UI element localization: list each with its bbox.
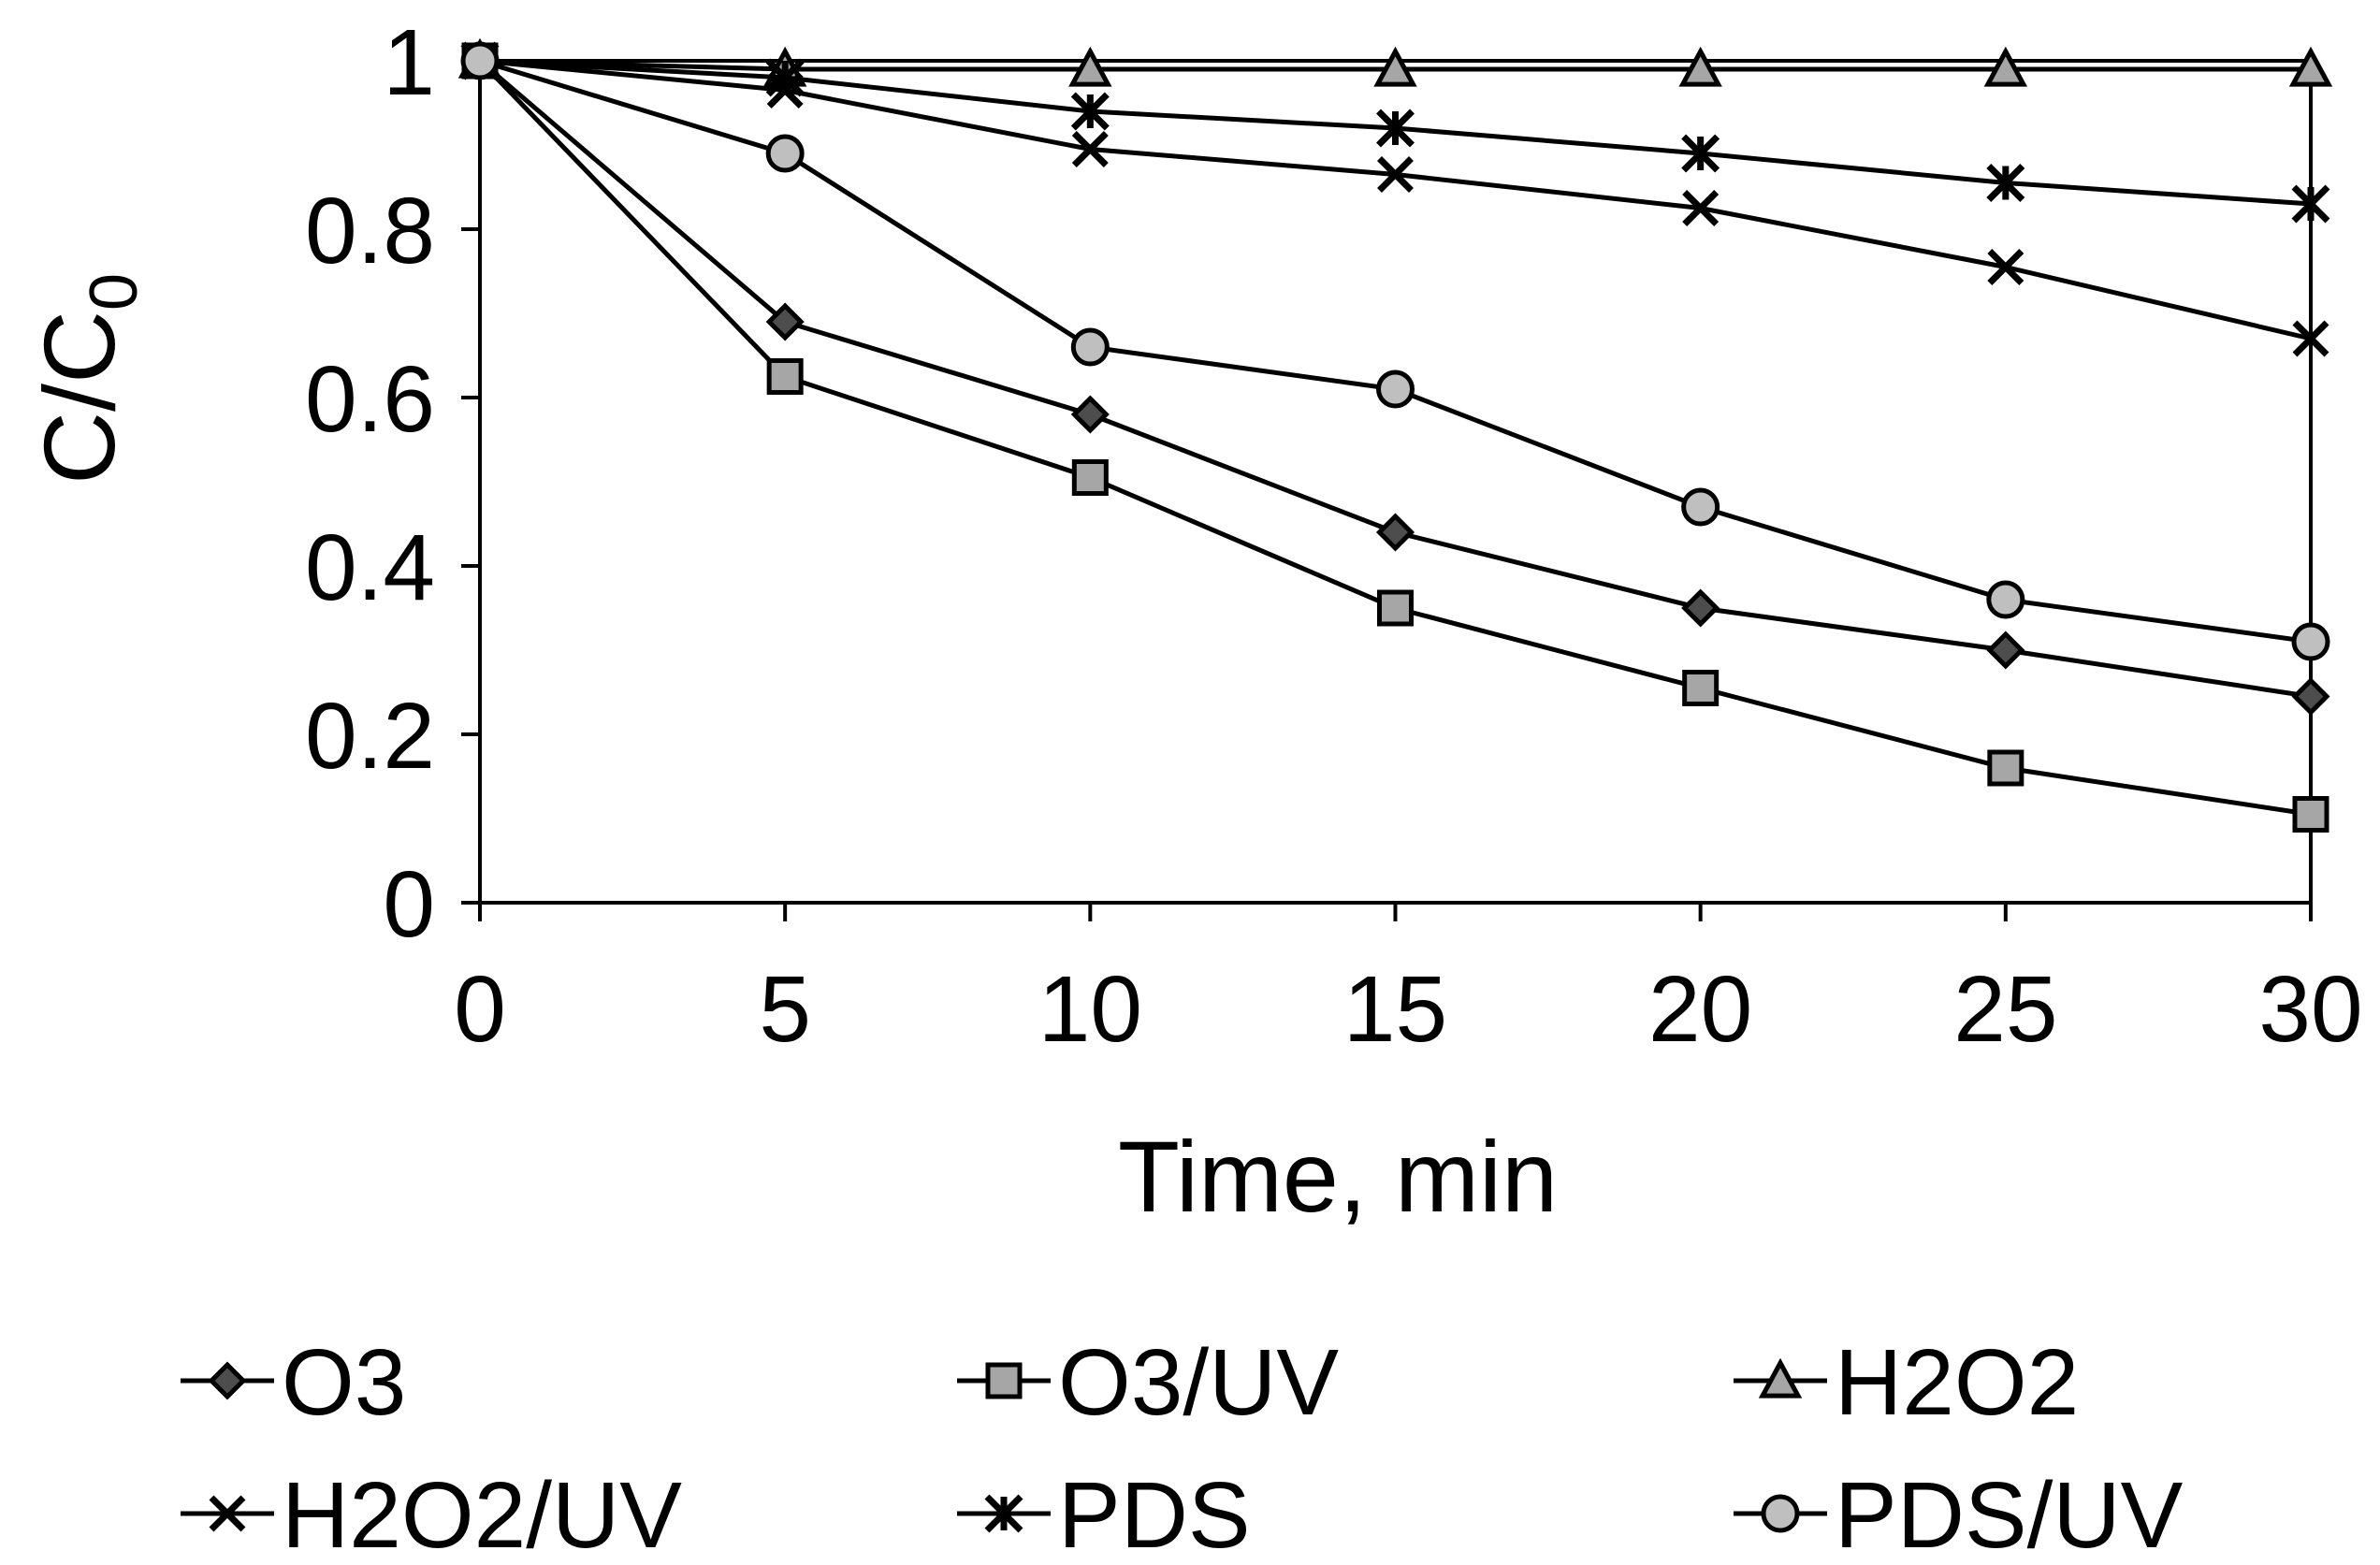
data-point [460, 41, 500, 80]
data-point [1376, 370, 1415, 409]
y-tick-label: 0.6 [305, 347, 435, 452]
data-point [766, 358, 804, 395]
data-point [1678, 46, 1722, 87]
x-tick-label: 0 [454, 957, 506, 1062]
legend-item: PDS/UV [1734, 1463, 2184, 1565]
data-point [1070, 395, 1110, 434]
data-point [1376, 109, 1415, 148]
legend-marker [1761, 1494, 1800, 1533]
y-tick-label: 1 [383, 10, 435, 115]
x-tick-label: 15 [1343, 957, 1447, 1062]
series-pds-uv [460, 41, 2330, 661]
data-point [1983, 46, 2028, 87]
legend-marker [984, 1494, 1023, 1533]
data-point [1377, 156, 1414, 193]
y-axis-title-subscript: 0 [77, 273, 152, 311]
y-tick-label: 0.2 [305, 684, 435, 789]
data-point [1681, 487, 1720, 527]
legend-item: H2O2 [1734, 1330, 2079, 1435]
legend-marker [208, 1361, 247, 1400]
data-point [2292, 796, 2329, 833]
data-point [2288, 46, 2333, 87]
legend: O3 O3/UV H2O2 H2O2/UV PDS PDS/UV [181, 1330, 2184, 1565]
y-tick-label: 0 [383, 852, 435, 957]
data-point [1681, 588, 1720, 628]
y-axis-title: C/C0 [22, 273, 152, 485]
data-point [1373, 46, 1417, 87]
legend-item: H2O2/UV [181, 1463, 682, 1565]
x-tick-label: 5 [759, 957, 811, 1062]
data-point [1375, 513, 1415, 552]
data-point [2291, 622, 2330, 661]
data-point [1071, 459, 1109, 496]
data-point [1682, 190, 1720, 226]
data-point [2292, 320, 2329, 357]
data-point [1070, 327, 1110, 367]
axis-labels: Time, min C/C0 [22, 273, 1558, 1233]
series-line [479, 58, 2312, 645]
data-point [1071, 131, 1109, 167]
legend-marker [1758, 1357, 1803, 1398]
data-point [765, 302, 805, 341]
legend-label: H2O2/UV [282, 1463, 682, 1560]
x-tick-label: 20 [1648, 957, 1752, 1062]
data-point [1986, 164, 2025, 202]
x-axis-title: Time, min [1118, 1120, 1558, 1233]
x-tick-label: 25 [1953, 957, 2057, 1062]
data-point [1068, 46, 1112, 87]
data-point [2291, 676, 2330, 717]
legend-marker [209, 1495, 246, 1532]
legend-label: O3 [282, 1330, 406, 1435]
series-h2o2-uv [461, 42, 2329, 357]
series-o3 [460, 41, 2330, 717]
y-tick-label: 0.4 [305, 515, 435, 620]
y-tick-label: 0.8 [305, 179, 435, 283]
data-point [1681, 134, 1720, 173]
legend-label: O3/UV [1058, 1330, 1339, 1435]
data-point [1682, 670, 1720, 706]
x-tick-label: 30 [2258, 957, 2362, 1062]
legend-item: PDS [957, 1463, 1251, 1565]
legend-marker [985, 1362, 1023, 1399]
data-point [1377, 589, 1414, 627]
data-point [1986, 580, 2025, 619]
data-point [2291, 184, 2330, 224]
legend-item: O3 [181, 1330, 406, 1435]
axes: 00.20.40.60.810 5 10 15 20 25 30 [305, 10, 2363, 1062]
legend-label: H2O2 [1835, 1330, 2079, 1435]
legend-label: PDS [1058, 1463, 1251, 1560]
data-point [765, 58, 805, 97]
series-layer [457, 37, 2333, 833]
data-point [1986, 630, 2025, 670]
data-point [1987, 749, 2024, 787]
legend-label: PDS/UV [1835, 1463, 2184, 1560]
data-point [1987, 249, 2024, 285]
data-point [1070, 92, 1110, 131]
series-h2o2 [457, 37, 2333, 87]
y-axis-title-main: C/C [22, 311, 136, 485]
series-o3-uv [461, 42, 2329, 833]
x-tick-label: 10 [1038, 957, 1142, 1062]
legend-item: O3/UV [957, 1330, 1339, 1435]
data-point [765, 134, 805, 173]
